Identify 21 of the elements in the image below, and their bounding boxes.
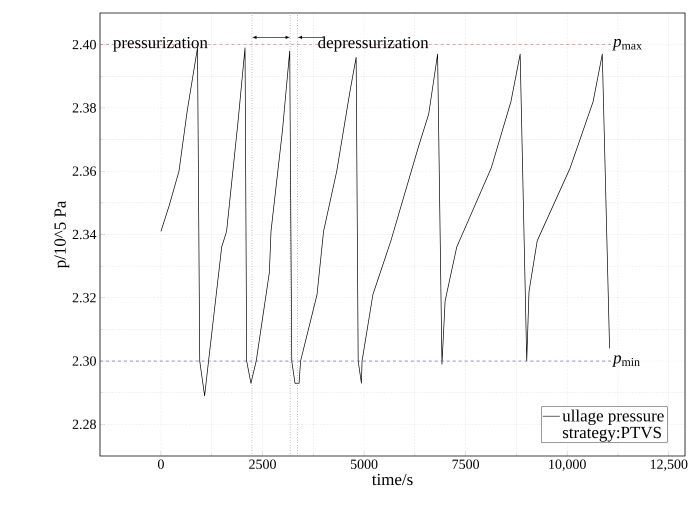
y-tick-label: 2.28 [72, 420, 96, 430]
annotation: pressurization [113, 36, 208, 52]
y-tick-label: 2.36 [72, 166, 96, 176]
y-axis-title: p/10^5 Pa [54, 200, 70, 268]
x-axis-title: time/s [372, 474, 413, 486]
y-tick-label: 2.38 [72, 103, 96, 113]
y-tick-label: 2.32 [72, 293, 96, 303]
y-tick-label: 2.40 [72, 40, 96, 50]
legend-label: ullage pressure [562, 410, 664, 425]
x-tick-label: 2500 [249, 460, 276, 469]
ref-line-label: p$_{max}$ [612, 38, 642, 50]
annotation: strategy:PTVS [562, 426, 661, 442]
y-tick-label: 2.34 [72, 230, 96, 240]
annotation: depressurization [318, 36, 428, 52]
x-tick-label: 10,000 [549, 460, 586, 471]
x-tick-label: 0 [158, 460, 164, 469]
x-tick-label: 12,500 [650, 460, 688, 471]
x-tick-label: 7500 [452, 460, 480, 469]
y-tick-label: 2.30 [72, 356, 96, 366]
ref-line-label: p$_{min}$ [612, 355, 640, 367]
x-tick-label: 5000 [350, 460, 378, 469]
